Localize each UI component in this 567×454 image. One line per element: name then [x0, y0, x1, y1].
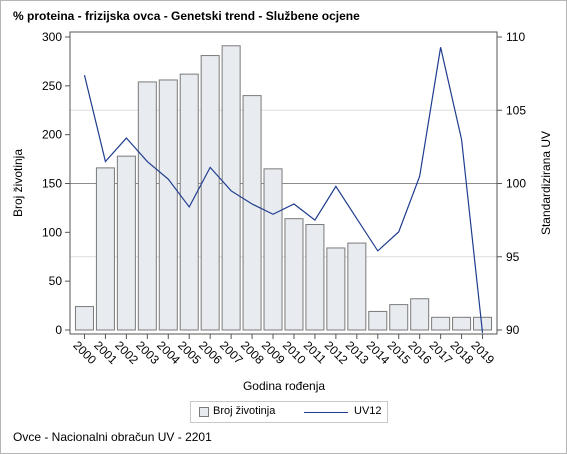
bar	[347, 242, 367, 331]
chart-title: % proteina - frizijska ovca - Genetski t…	[13, 9, 360, 23]
footnote: Ovce - Nacionalni obračun UV - 2201	[13, 430, 212, 444]
bar	[368, 310, 388, 331]
x-tick-label: 2000	[70, 338, 99, 367]
y-tick-label: 100	[42, 225, 62, 239]
legend: Broj životinja UV12	[190, 401, 388, 423]
line-group	[83, 47, 484, 333]
legend-bar-swatch	[199, 407, 209, 417]
bar	[221, 45, 241, 331]
bar	[179, 73, 199, 331]
y-axis-title: Broj životinja	[11, 149, 25, 217]
bar	[116, 155, 136, 331]
legend-line-label: UV12	[354, 405, 382, 417]
y2-tick-label: 110	[506, 30, 525, 44]
bar	[95, 167, 115, 331]
y2-tick-label: 100	[506, 177, 526, 191]
bar	[452, 316, 472, 331]
bars-group	[74, 45, 493, 331]
bar	[242, 95, 262, 331]
y2-tick-label: 105	[506, 103, 526, 117]
bar	[200, 55, 220, 331]
bar	[263, 168, 283, 331]
bar	[284, 218, 304, 331]
y2-tick-label: 90	[506, 323, 520, 337]
y-tick-label: 300	[42, 30, 62, 44]
y-tick-label: 200	[42, 128, 62, 142]
y-tick-label: 150	[42, 177, 62, 191]
bar	[74, 306, 94, 331]
bar	[305, 224, 325, 331]
y2-tick-label: 95	[506, 250, 520, 264]
legend-line-swatch	[304, 412, 348, 413]
y-tick-label: 50	[49, 274, 63, 288]
bar	[137, 81, 157, 331]
y2-axis-title: Standardizirana UV	[539, 131, 553, 235]
bar	[431, 316, 451, 331]
x-axis-title: Godina rođenja	[243, 379, 325, 393]
bar	[410, 298, 430, 331]
legend-bar-label: Broj životinja	[213, 405, 276, 417]
bar	[158, 79, 178, 331]
y-tick-label: 0	[55, 323, 62, 337]
bar	[326, 247, 346, 331]
y-tick-label: 250	[42, 79, 62, 93]
series-line	[83, 47, 484, 333]
bar	[389, 304, 409, 331]
axis-labels-group: Godina rođenja Broj životinja Standardiz…	[11, 131, 553, 393]
